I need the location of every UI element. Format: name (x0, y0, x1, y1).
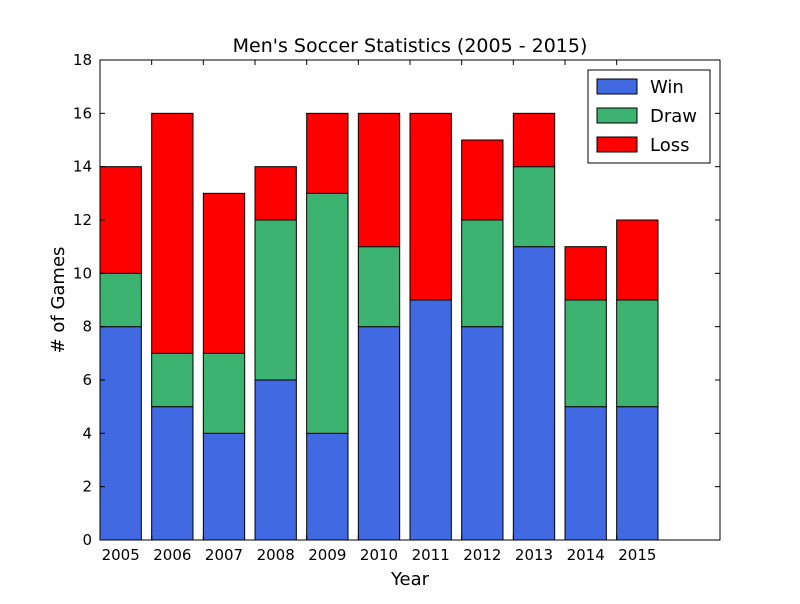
x-tick-label: 2007 (205, 546, 243, 564)
x-tick-label: 2014 (567, 546, 605, 564)
bar-loss-2009 (306, 112, 349, 194)
y-axis-label: # of Games (48, 247, 69, 354)
legend-label-loss: Loss (650, 135, 689, 156)
y-tick-label: 18 (73, 51, 92, 69)
bar-draw-2008 (254, 219, 297, 381)
y-tick-label: 14 (73, 158, 92, 176)
y-tick-label: 0 (82, 531, 92, 549)
bar-win-2007 (202, 432, 246, 541)
bar-win-2006 (151, 406, 194, 541)
y-tick-label: 8 (82, 318, 92, 336)
y-tick-label: 12 (73, 211, 92, 229)
bar-win-2015 (616, 406, 659, 541)
bar-win-2011 (409, 299, 452, 541)
y-tick-label: 4 (82, 424, 92, 442)
bar-loss-2005 (99, 166, 142, 274)
bar-loss-2015 (616, 219, 659, 301)
bar-loss-2006 (151, 112, 194, 354)
bar-win-2013 (512, 246, 556, 541)
bars-layer (99, 112, 659, 541)
bar-loss-2014 (564, 246, 607, 301)
chart-title: Men's Soccer Statistics (2005 - 2015) (233, 35, 588, 57)
legend-label-win: Win (650, 77, 684, 98)
bar-win-2009 (306, 432, 349, 541)
legend-swatch-draw (596, 107, 638, 124)
bar-draw-2006 (151, 352, 194, 408)
bar-draw-2005 (99, 272, 142, 328)
bar-win-2014 (564, 406, 607, 541)
bar-loss-2012 (461, 139, 504, 221)
y-tick-label: 6 (82, 371, 92, 389)
x-axis-label: Year (390, 569, 430, 590)
bar-loss-2013 (512, 112, 556, 168)
legend: Win Draw Loss (587, 69, 711, 164)
bar-win-2008 (254, 379, 297, 541)
x-tick-label: 2011 (412, 546, 450, 564)
legend-swatch-win (596, 78, 638, 95)
x-tick-label: 2012 (463, 546, 501, 564)
legend-swatch-loss (596, 136, 638, 153)
y-tick-label: 10 (73, 264, 92, 282)
x-tick-label: 2013 (515, 546, 553, 564)
bar-draw-2014 (564, 299, 607, 408)
bar-loss-2011 (409, 112, 452, 301)
bar-loss-2008 (254, 166, 297, 221)
bar-draw-2007 (202, 352, 246, 434)
x-tick-label: 2008 (257, 546, 295, 564)
y-tick-label: 2 (82, 478, 92, 496)
bar-draw-2009 (306, 192, 349, 434)
bar-draw-2015 (616, 299, 659, 408)
bar-win-2012 (461, 326, 504, 541)
bar-win-2010 (357, 326, 401, 541)
legend-label-draw: Draw (650, 106, 697, 127)
bar-draw-2010 (357, 246, 401, 328)
x-tick-label: 2005 (102, 546, 140, 564)
y-tick-label: 16 (73, 104, 92, 122)
x-tick-label: 2015 (618, 546, 656, 564)
x-tick-label: 2009 (308, 546, 346, 564)
bar-win-2005 (99, 326, 142, 541)
x-tick-label: 2010 (360, 546, 398, 564)
bar-loss-2007 (202, 192, 246, 354)
bar-loss-2010 (357, 112, 401, 248)
bar-draw-2012 (461, 219, 504, 328)
axes-layer: 0 2 4 6 8 10 12 14 16 18 2005 2006 2007 2008 2009 2010 2… (73, 51, 721, 564)
x-tick-label: 2006 (153, 546, 191, 564)
bar-draw-2013 (512, 166, 556, 248)
